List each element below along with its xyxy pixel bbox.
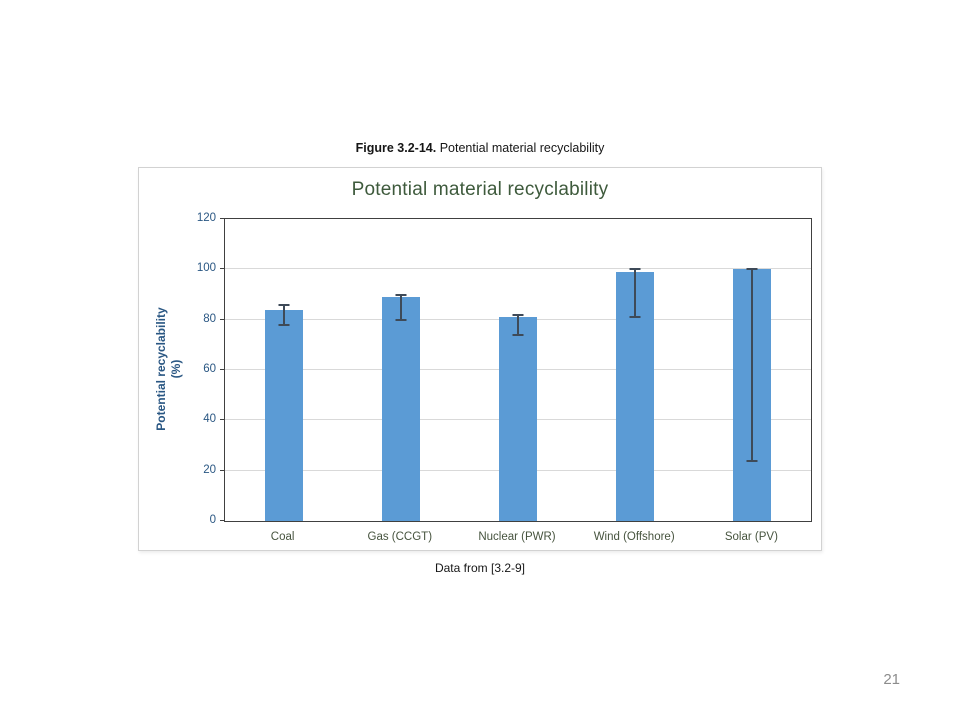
y-tick-label-100: 100 — [196, 262, 216, 275]
bar-slot-0 — [225, 219, 342, 521]
error-bar-cap-top — [512, 313, 524, 316]
bar-slot-3 — [577, 219, 694, 521]
chart-title: Potential material recyclability — [351, 179, 609, 200]
bar-coal — [264, 309, 303, 521]
error-bar-line — [282, 304, 285, 325]
y-axis-title-line1: Potential recyclability — [154, 307, 168, 431]
bar-slot-1 — [342, 219, 459, 521]
error-bar-line — [399, 294, 402, 320]
error-bar-cap-top — [278, 303, 290, 306]
bar-gas-ccgt- — [381, 297, 420, 521]
x-category-label: Wind (Offshore) — [593, 531, 675, 543]
x-category-label: Solar (PV) — [724, 531, 778, 543]
figure-caption: Figure 3.2-14. Potential material recycl… — [138, 140, 822, 156]
error-bar-line — [751, 269, 754, 461]
chart-figure: Potential material recyclability Potenti… — [138, 167, 822, 551]
bar-nuclear-pwr- — [498, 317, 537, 521]
error-bar-line — [634, 269, 637, 318]
error-bar-cap-bottom — [278, 323, 290, 326]
x-category-label: Nuclear (PWR) — [478, 531, 556, 543]
figure-caption-text: Potential material recyclability — [436, 141, 605, 155]
y-tick-mark-60 — [220, 369, 225, 370]
y-tick-mark-40 — [220, 419, 225, 421]
bar-slot-4 — [694, 219, 811, 521]
y-tick-mark-20 — [220, 469, 225, 471]
y-tick-mark-100 — [220, 268, 225, 270]
y-tick-label-120: 120 — [196, 212, 216, 224]
y-tick-label-40: 40 — [203, 413, 216, 426]
error-bar-cap-bottom — [629, 316, 641, 319]
plot-area — [224, 218, 812, 522]
y-tick-label-0: 0 — [209, 514, 216, 526]
gridline-100 — [225, 268, 811, 270]
y-tick-label-60: 60 — [203, 363, 216, 375]
error-bar-cap-bottom — [512, 333, 524, 336]
error-bar-cap-top — [746, 268, 758, 271]
bar-slot-2 — [459, 219, 576, 521]
figure-caption-label: Figure 3.2-14. — [355, 141, 437, 155]
y-tick-label-80: 80 — [203, 312, 216, 325]
y-tick-mark-120 — [220, 218, 225, 219]
x-axis-labels: Coal Gas (CCGT) Nuclear (PWR) Wind (Offshor… — [224, 529, 810, 545]
y-tick-mark-0 — [220, 520, 225, 521]
y-tick-label-20: 20 — [203, 463, 216, 476]
error-bar-cap-bottom — [746, 459, 758, 462]
error-bar-cap-bottom — [395, 318, 407, 321]
error-bar-cap-top — [629, 268, 641, 271]
error-bar-line — [516, 314, 519, 335]
x-category-label: Coal — [270, 531, 295, 543]
page-number: 21 — [883, 671, 900, 688]
data-source-note: Data from [3.2-9] — [434, 561, 526, 575]
error-bar-cap-top — [395, 293, 407, 296]
y-tick-mark-80 — [220, 318, 225, 320]
x-category-label: Gas (CCGT) — [367, 531, 433, 543]
